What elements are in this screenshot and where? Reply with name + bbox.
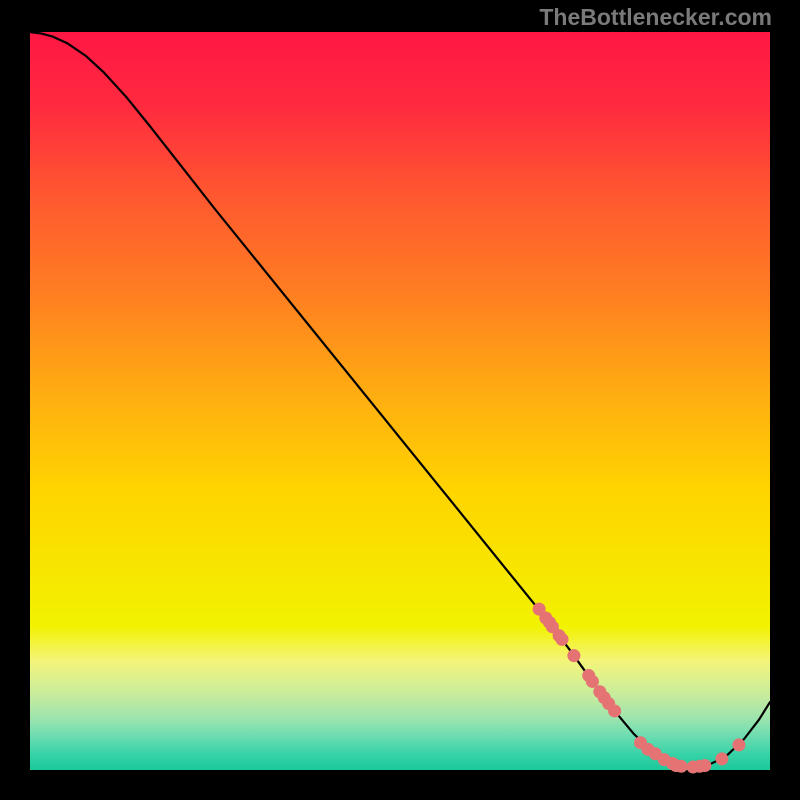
bottleneck-chart	[0, 0, 800, 800]
data-marker	[698, 759, 711, 772]
data-marker	[715, 752, 728, 765]
plot-area	[30, 32, 770, 770]
chart-container: TheBottlenecker.com	[0, 0, 800, 800]
data-marker	[675, 760, 688, 773]
watermark-text: TheBottlenecker.com	[539, 4, 772, 31]
data-marker	[567, 649, 580, 662]
data-marker	[556, 633, 569, 646]
data-marker	[608, 704, 621, 717]
data-marker	[732, 738, 745, 751]
